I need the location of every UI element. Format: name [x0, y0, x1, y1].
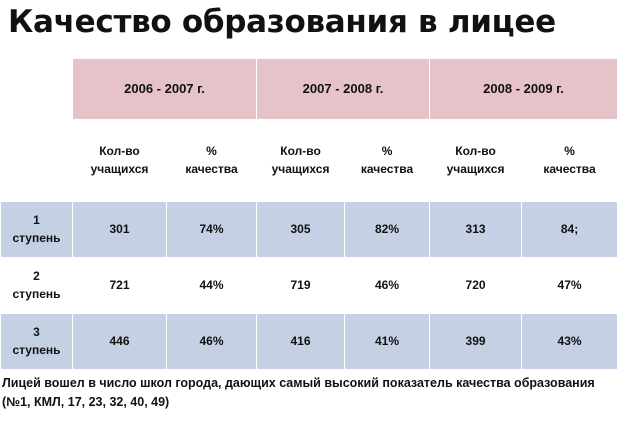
table-row: 3 ступень 446 46% 416 41% 399 43%: [0, 313, 619, 370]
table-cell: 720: [429, 257, 523, 314]
subheader-line: качества: [185, 161, 238, 176]
stage-word: ступень: [12, 342, 61, 357]
table-cell: 399: [429, 313, 523, 370]
stage-cell: 2 ступень: [0, 257, 73, 314]
stage-cell: 3 ступень: [0, 313, 73, 370]
subheader-line: %: [206, 144, 217, 159]
stage-word: ступень: [12, 230, 61, 245]
table-cell: 43%: [521, 313, 619, 370]
year-header: 2008 - 2009 г.: [429, 58, 619, 120]
empty-cell: [0, 119, 73, 202]
table-cell: 721: [72, 257, 167, 314]
subheader-quality: % качества: [344, 119, 431, 202]
table-cell: 719: [256, 257, 346, 314]
stage-word: ступень: [12, 286, 61, 301]
subheader-line: Кол-во: [455, 144, 496, 159]
subheader-line: Кол-во: [280, 144, 321, 159]
footnote-text: Лицей вошел в число школ города, дающих …: [2, 376, 595, 409]
year-header: 2006 - 2007 г.: [71, 58, 258, 120]
quality-table: 2006 - 2007 г. 2007 - 2008 г. 2008 - 200…: [0, 58, 619, 370]
subheader-quality: % качества: [521, 119, 619, 202]
table-row: 2 ступень 721 44% 719 46% 720 47%: [0, 257, 619, 314]
table-cell: 44%: [165, 257, 258, 314]
table-cell: 301: [72, 201, 167, 258]
subheader-count: Кол-во учащихся: [256, 119, 346, 202]
subheader-line: качества: [543, 161, 596, 176]
subheader-line: Кол-во: [99, 144, 140, 159]
stage-number: 1: [33, 213, 40, 228]
stage-number: 3: [33, 325, 40, 340]
table-cell: 82%: [344, 201, 431, 258]
table-cell: 416: [256, 313, 346, 370]
table-cell: 84;: [521, 201, 619, 258]
table-row: 1 ступень 301 74% 305 82% 313 84;: [0, 201, 619, 258]
stage-cell: 1 ступень: [0, 201, 73, 258]
year-header-row: 2006 - 2007 г. 2007 - 2008 г. 2008 - 200…: [0, 58, 619, 120]
page-title: Качество образования в лицее: [8, 4, 556, 40]
corner-cell: [0, 58, 73, 120]
subheader-quality: % качества: [165, 119, 258, 202]
table-cell: 313: [429, 201, 523, 258]
subheader-line: качества: [360, 161, 414, 176]
stage-number: 2: [33, 269, 40, 284]
table-cell: 446: [72, 313, 167, 370]
subheader-line: учащихся: [446, 161, 505, 176]
table-cell: 305: [256, 201, 346, 258]
year-header: 2007 - 2008 г.: [256, 58, 431, 120]
subheader-line: учащихся: [271, 161, 330, 176]
table-cell: 74%: [165, 201, 258, 258]
subheader-row: Кол-во учащихся % качества Кол-во учащихся …: [0, 119, 619, 202]
subheader-line: %: [564, 144, 575, 159]
subheader-line: учащихся: [90, 161, 149, 176]
table-cell: 41%: [344, 313, 431, 370]
subheader-count: Кол-во учащихся: [72, 119, 167, 202]
table-cell: 47%: [521, 257, 619, 314]
subheader-count: Кол-во учащихся: [429, 119, 523, 202]
subheader-line: %: [381, 144, 393, 159]
table-cell: 46%: [165, 313, 258, 370]
table-cell: 46%: [344, 257, 431, 314]
